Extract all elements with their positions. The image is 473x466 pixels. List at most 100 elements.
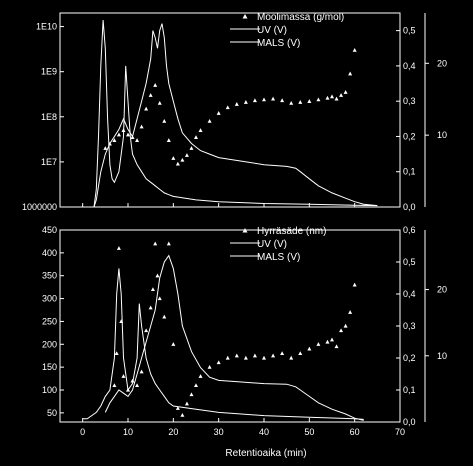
data-point bbox=[243, 355, 248, 360]
data-point bbox=[343, 90, 348, 94]
right-axis-tick-label: 0,1 bbox=[403, 167, 416, 177]
outer-axis-tick-label: 10 bbox=[437, 351, 447, 361]
left-axis-tick-label: 200 bbox=[42, 339, 57, 349]
data-point bbox=[194, 383, 198, 388]
data-point bbox=[339, 93, 344, 97]
data-point bbox=[126, 132, 130, 137]
data-point bbox=[116, 246, 121, 250]
outer-axis-tick-label: 20 bbox=[437, 58, 447, 68]
data-point bbox=[135, 383, 140, 388]
data-point bbox=[348, 310, 353, 314]
data-point bbox=[289, 101, 294, 105]
data-point bbox=[271, 353, 276, 358]
data-point bbox=[139, 369, 144, 374]
legend-entry: MALS (V) bbox=[257, 252, 300, 263]
left-axis-tick-label: 1E10 bbox=[36, 22, 57, 32]
legend-entry: Hyrräsäde (nm) bbox=[257, 226, 326, 237]
data-point bbox=[330, 94, 334, 99]
data-point bbox=[216, 111, 221, 115]
left-axis-tick-label: 300 bbox=[42, 294, 57, 304]
left-axis-tick-label: 150 bbox=[42, 362, 57, 372]
x-axis-tick-label: 60 bbox=[350, 427, 360, 437]
series-line bbox=[93, 23, 378, 208]
x-axis-label: Retentioaika (min) bbox=[225, 448, 306, 459]
outer-axis-tick-label: 20 bbox=[437, 285, 447, 295]
data-point bbox=[325, 95, 330, 100]
series-line bbox=[93, 20, 378, 208]
x-axis-tick-label: 40 bbox=[259, 427, 269, 437]
left-axis-tick-label: 1E8 bbox=[41, 112, 57, 122]
data-point bbox=[343, 323, 348, 328]
right-axis-tick-label: 0,4 bbox=[403, 61, 416, 71]
data-point bbox=[103, 146, 108, 150]
data-point bbox=[325, 339, 330, 344]
x-axis-tick-label: 20 bbox=[168, 427, 178, 437]
legend-marker bbox=[242, 228, 248, 233]
data-point bbox=[148, 305, 153, 310]
data-point bbox=[171, 342, 176, 346]
legend-entry: MALS (V) bbox=[257, 38, 300, 49]
x-axis-tick-label: 70 bbox=[395, 427, 405, 437]
right-axis-tick-label: 0,2 bbox=[403, 131, 416, 141]
data-point bbox=[112, 383, 117, 388]
series-line bbox=[104, 254, 364, 421]
data-point bbox=[180, 412, 185, 417]
data-point bbox=[194, 135, 198, 139]
data-point bbox=[271, 96, 276, 101]
data-point bbox=[139, 124, 144, 129]
data-point bbox=[189, 146, 194, 150]
data-point bbox=[180, 157, 185, 162]
data-point bbox=[198, 128, 203, 132]
data-point bbox=[162, 314, 167, 319]
right-axis-tick-label: 0,1 bbox=[403, 385, 416, 395]
x-axis-tick-label: 30 bbox=[214, 427, 224, 437]
data-point bbox=[155, 273, 160, 278]
data-point bbox=[150, 287, 155, 292]
data-point bbox=[157, 296, 162, 301]
data-point bbox=[334, 344, 339, 349]
data-point bbox=[316, 97, 321, 102]
data-point bbox=[121, 374, 126, 378]
data-point bbox=[144, 328, 149, 333]
top-chart-panel: 1000000 1E7 1E8 1E9 1E10 0,0 0,1 0,2 0,3 0,4 0,5 10… bbox=[22, 12, 447, 212]
data-point bbox=[166, 241, 171, 246]
data-point bbox=[175, 406, 180, 410]
data-point bbox=[130, 378, 135, 383]
data-point bbox=[184, 401, 189, 406]
data-point bbox=[352, 47, 357, 52]
right-axis-tick-label: 0,0 bbox=[403, 417, 416, 427]
data-point bbox=[171, 156, 176, 160]
data-point bbox=[225, 355, 230, 360]
outer-axis-tick-label: 10 bbox=[437, 130, 447, 140]
data-point bbox=[153, 241, 158, 246]
data-point bbox=[252, 98, 257, 103]
data-point bbox=[330, 337, 334, 342]
data-point bbox=[157, 101, 162, 105]
data-point bbox=[148, 93, 153, 97]
right-axis-tick-label: 0,3 bbox=[403, 321, 416, 331]
data-point bbox=[298, 100, 303, 104]
data-point bbox=[184, 153, 189, 157]
data-point bbox=[189, 392, 194, 397]
left-axis-tick-label: 1000000 bbox=[22, 202, 57, 212]
data-point bbox=[166, 138, 171, 142]
left-axis-tick-label: 450 bbox=[42, 225, 57, 235]
series-line bbox=[82, 268, 364, 420]
data-point bbox=[339, 328, 344, 333]
data-point bbox=[234, 102, 239, 106]
x-axis-tick-label: 0 bbox=[80, 427, 85, 437]
right-axis-tick-label: 0,5 bbox=[403, 257, 416, 267]
legend-entry: UV (V) bbox=[257, 25, 287, 36]
plot-frame bbox=[59, 229, 401, 423]
left-axis-tick-label: 50 bbox=[47, 408, 57, 418]
data-point bbox=[162, 118, 167, 123]
data-point bbox=[280, 98, 285, 103]
left-axis-tick-label: 100 bbox=[42, 385, 57, 395]
data-point bbox=[207, 118, 212, 123]
data-point bbox=[175, 161, 180, 166]
data-point bbox=[198, 374, 203, 378]
data-point bbox=[234, 353, 239, 358]
data-point bbox=[352, 282, 357, 287]
data-point bbox=[307, 99, 312, 103]
